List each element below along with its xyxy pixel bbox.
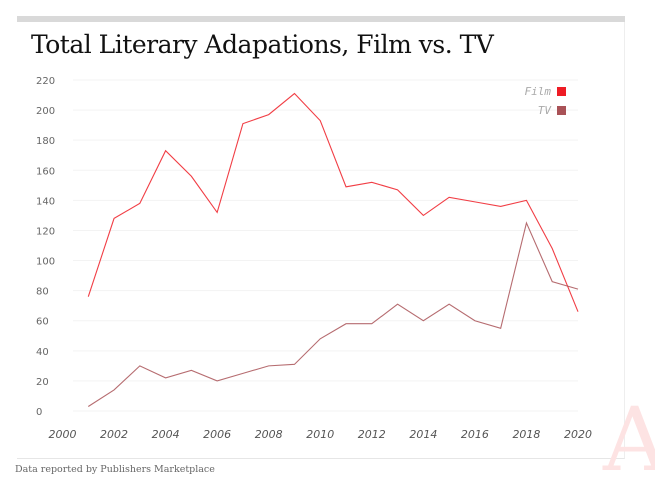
x-tick-label: 2016	[461, 428, 489, 441]
series-line-tv	[88, 223, 578, 407]
x-tick-label: 2014	[409, 428, 437, 441]
y-tick-label: 200	[36, 106, 55, 117]
y-tick-label: 20	[36, 377, 49, 388]
y-tick-label: 180	[36, 136, 55, 147]
y-tick-label: 100	[36, 257, 55, 268]
footer-source: Data reported by Publishers Marketplace	[15, 464, 215, 475]
x-tick-label: 2000	[49, 428, 77, 441]
x-tick-label: 2020	[564, 428, 592, 441]
y-tick-label: 120	[36, 226, 55, 237]
x-tick-label: 2012	[358, 428, 386, 441]
y-tick-label: 160	[36, 166, 55, 177]
series-line-film	[88, 94, 578, 312]
watermark-logo: A	[603, 396, 655, 484]
x-tick-label: 2002	[100, 428, 128, 441]
y-tick-label: 220	[36, 76, 55, 87]
x-tick-label: 2008	[255, 428, 283, 441]
legend-label-film: Film	[525, 85, 552, 98]
legend-swatch-tv	[557, 106, 566, 115]
x-tick-label: 2006	[203, 428, 231, 441]
legend-swatch-film	[557, 87, 566, 96]
x-tick-label: 2004	[152, 428, 180, 441]
y-tick-label: 80	[36, 287, 49, 298]
y-tick-label: 40	[36, 347, 49, 358]
x-tick-label: 2018	[512, 428, 540, 441]
x-tick-label: 2010	[306, 428, 334, 441]
y-tick-label: 0	[36, 407, 42, 418]
y-tick-label: 60	[36, 317, 49, 328]
y-tick-label: 140	[36, 196, 55, 207]
legend-label-tv: TV	[538, 104, 553, 117]
